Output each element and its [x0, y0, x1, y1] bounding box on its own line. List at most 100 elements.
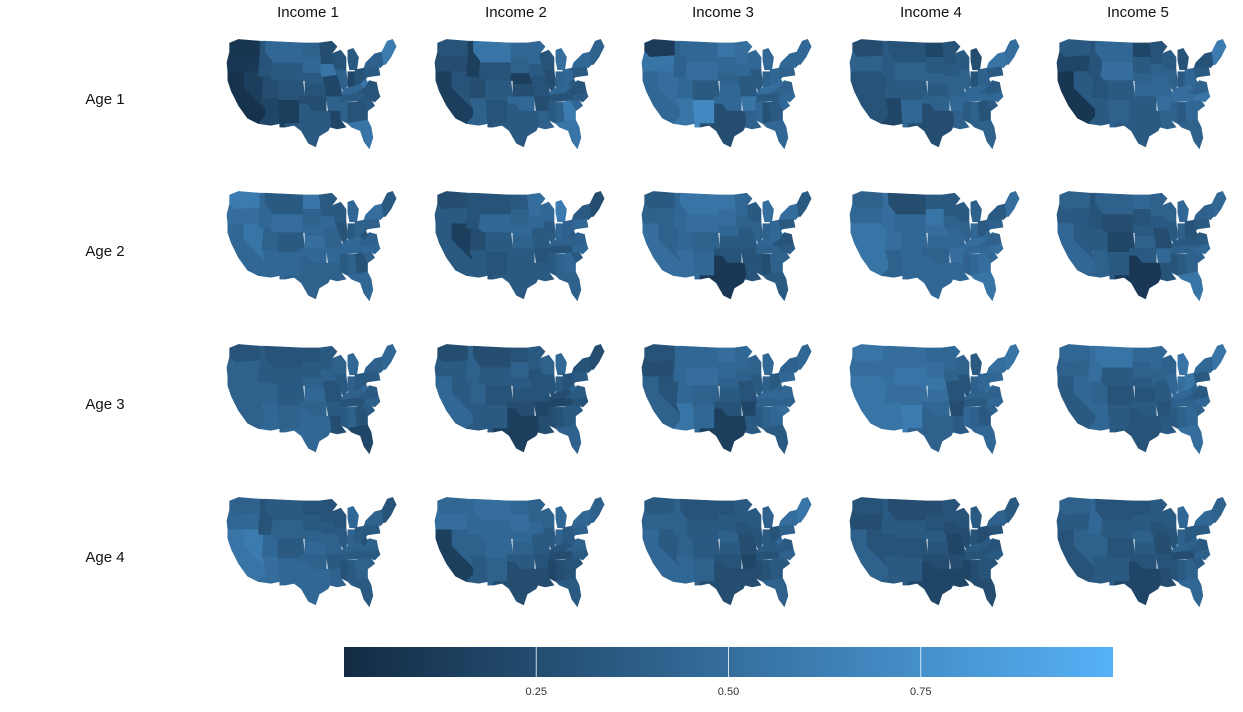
- state-region: [970, 71, 979, 89]
- state-region: [719, 388, 742, 402]
- state-region: [304, 388, 327, 402]
- state-region: [381, 191, 397, 217]
- state-region: [796, 39, 812, 65]
- state-region: [562, 251, 576, 275]
- state-region: [555, 505, 567, 529]
- state-region: [304, 83, 327, 97]
- state-region: [1185, 385, 1209, 401]
- state-region: [1132, 42, 1152, 58]
- state-region: [492, 408, 540, 453]
- state-region: [510, 347, 530, 363]
- state-region: [699, 103, 747, 148]
- choropleth-map: [849, 39, 1020, 150]
- state-region: [1134, 388, 1157, 402]
- state-region: [555, 119, 582, 150]
- state-region: [1132, 515, 1152, 532]
- state-region: [229, 344, 261, 363]
- state-region: [778, 370, 796, 385]
- state-region: [717, 209, 737, 226]
- state-region: [778, 65, 796, 80]
- state-region: [685, 520, 719, 539]
- state-region: [644, 497, 676, 516]
- state-region: [302, 209, 322, 226]
- state-region: [778, 203, 799, 221]
- state-region: [340, 253, 349, 276]
- state-region: [796, 191, 812, 217]
- state-region: [548, 559, 557, 582]
- state-region: [717, 194, 737, 210]
- state-region: [567, 383, 578, 394]
- state-region: [437, 39, 469, 58]
- state-region: [986, 203, 1007, 221]
- state-region: [755, 253, 764, 276]
- state-region: [925, 42, 945, 58]
- choropleth-map: [849, 344, 1020, 455]
- state-region: [1211, 344, 1227, 370]
- state-region: [978, 385, 1002, 401]
- state-region: [970, 424, 997, 455]
- state-region: [534, 96, 551, 112]
- state-region: [1185, 232, 1209, 248]
- state-region: [692, 405, 715, 433]
- state-region: [762, 71, 771, 89]
- state-region: [363, 203, 384, 221]
- state-region: [717, 500, 737, 516]
- state-region: [437, 497, 469, 516]
- state-region: [978, 80, 1002, 96]
- state-region: [907, 408, 955, 453]
- state-region: [949, 401, 966, 417]
- state-region: [277, 100, 300, 128]
- state-region: [1177, 271, 1204, 302]
- state-region: [762, 271, 789, 302]
- state-region: [1132, 531, 1155, 543]
- state-region: [699, 408, 747, 453]
- state-region: [777, 242, 796, 255]
- state-region: [1004, 39, 1020, 65]
- state-region: [900, 100, 923, 128]
- state-region: [1189, 383, 1200, 394]
- state-region: [762, 529, 771, 547]
- state-region: [986, 65, 1004, 80]
- state-region: [571, 509, 592, 527]
- state-region: [534, 554, 551, 570]
- state-region: [692, 252, 715, 280]
- state-region: [478, 62, 512, 81]
- state-region: [907, 561, 955, 606]
- state-region: [927, 235, 950, 249]
- state-region: [1184, 251, 1198, 275]
- state-region: [277, 558, 300, 586]
- state-region: [555, 352, 567, 376]
- colorbar-tick-label: 0.25: [525, 686, 547, 698]
- choropleth-map: [641, 191, 812, 302]
- state-region: [347, 119, 374, 150]
- state-region: [347, 199, 359, 223]
- state-region: [692, 558, 715, 586]
- state-region: [741, 554, 758, 570]
- state-region: [770, 232, 794, 248]
- state-region: [970, 352, 982, 376]
- state-region: [571, 523, 589, 538]
- state-region: [548, 406, 557, 429]
- state-region: [1132, 225, 1155, 237]
- state-region: [1132, 347, 1152, 363]
- choropleth-map: [434, 39, 605, 150]
- facet-grid: Income 1 Income 2 Income 3 Income 4 Income 5…: [85, 4, 1227, 608]
- state-region: [963, 406, 972, 429]
- state-region: [1193, 203, 1214, 221]
- state-region: [970, 47, 982, 71]
- state-region: [571, 356, 592, 374]
- choropleth-map: [1056, 191, 1227, 302]
- state-region: [900, 558, 923, 586]
- state-region: [284, 103, 332, 148]
- state-region: [985, 395, 1004, 408]
- state-region: [302, 73, 325, 85]
- state-region: [485, 558, 508, 586]
- state-region: [270, 520, 304, 539]
- state-region: [1193, 509, 1214, 527]
- state-region: [1107, 405, 1130, 433]
- state-region: [492, 561, 540, 606]
- state-region: [548, 101, 557, 124]
- state-region: [1100, 520, 1134, 539]
- state-region: [562, 99, 576, 123]
- state-region: [1004, 344, 1020, 370]
